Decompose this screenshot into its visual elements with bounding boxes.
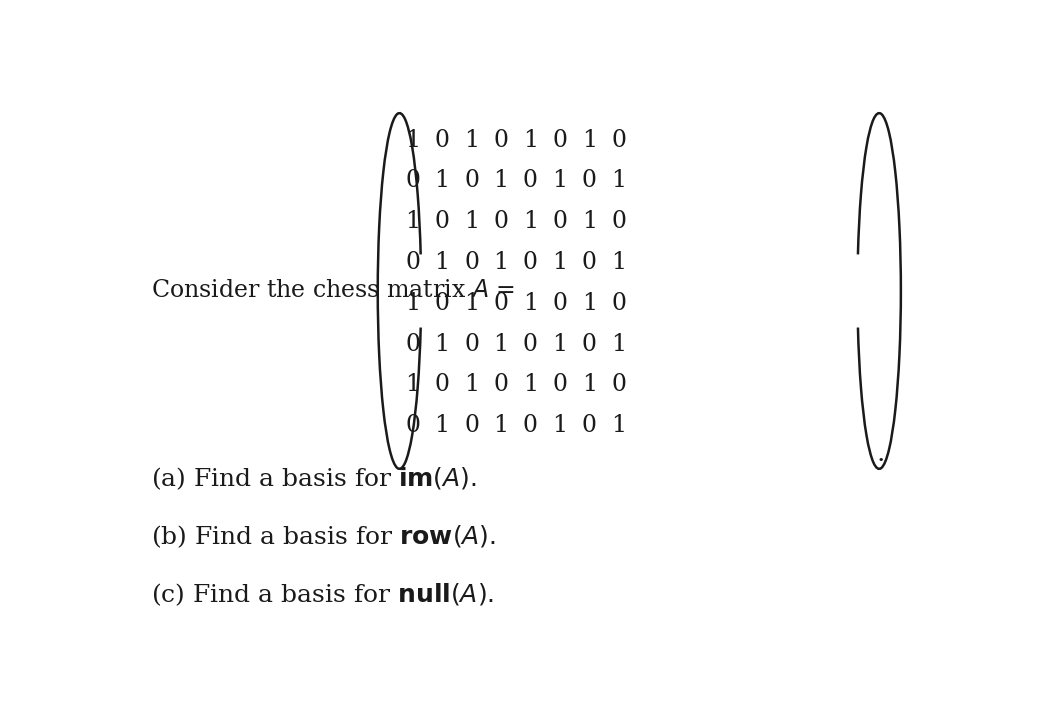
Text: 1: 1 bbox=[405, 129, 420, 151]
Text: 0: 0 bbox=[582, 414, 597, 437]
Text: 0: 0 bbox=[582, 332, 597, 355]
Text: 1: 1 bbox=[611, 169, 626, 192]
Text: 1: 1 bbox=[493, 414, 509, 437]
Text: 1: 1 bbox=[405, 292, 420, 314]
Text: 0: 0 bbox=[582, 169, 597, 192]
Text: (c) Find a basis for $\mathbf{null}$$(A).$: (c) Find a basis for $\mathbf{null}$$(A)… bbox=[152, 581, 494, 607]
Text: 0: 0 bbox=[405, 414, 420, 437]
Text: 0: 0 bbox=[493, 373, 509, 396]
Text: 0: 0 bbox=[493, 129, 509, 151]
Text: 1: 1 bbox=[405, 373, 420, 396]
Text: 1: 1 bbox=[405, 210, 420, 233]
Text: 0: 0 bbox=[552, 210, 568, 233]
Text: 1: 1 bbox=[611, 332, 626, 355]
Text: 1: 1 bbox=[581, 129, 597, 151]
Text: 0: 0 bbox=[552, 373, 568, 396]
Text: 1: 1 bbox=[523, 210, 538, 233]
Text: 0: 0 bbox=[464, 332, 479, 355]
Text: 0: 0 bbox=[523, 169, 538, 192]
Text: 0: 0 bbox=[611, 210, 626, 233]
Text: 1: 1 bbox=[552, 169, 568, 192]
Text: .: . bbox=[876, 441, 884, 466]
Text: (a) Find a basis for $\mathbf{im}$$(A).$: (a) Find a basis for $\mathbf{im}$$(A).$ bbox=[152, 465, 477, 492]
Text: 0: 0 bbox=[552, 129, 568, 151]
Text: 1: 1 bbox=[435, 332, 449, 355]
Text: 0: 0 bbox=[405, 332, 420, 355]
Text: 1: 1 bbox=[435, 414, 449, 437]
Text: 0: 0 bbox=[464, 414, 479, 437]
Text: 0: 0 bbox=[523, 251, 538, 274]
Text: 0: 0 bbox=[464, 251, 479, 274]
Text: 1: 1 bbox=[493, 169, 509, 192]
Text: 1: 1 bbox=[611, 414, 626, 437]
Text: 0: 0 bbox=[435, 292, 449, 314]
Text: 1: 1 bbox=[523, 373, 538, 396]
Text: 0: 0 bbox=[611, 373, 626, 396]
Text: 1: 1 bbox=[611, 251, 626, 274]
Text: 1: 1 bbox=[552, 251, 568, 274]
Text: 1: 1 bbox=[435, 251, 449, 274]
Text: 1: 1 bbox=[435, 169, 449, 192]
Text: 0: 0 bbox=[611, 129, 626, 151]
Text: 0: 0 bbox=[552, 292, 568, 314]
Text: (b) Find a basis for $\mathbf{row}$$(A).$: (b) Find a basis for $\mathbf{row}$$(A).… bbox=[152, 523, 496, 550]
Text: 0: 0 bbox=[493, 292, 509, 314]
Text: 0: 0 bbox=[464, 169, 479, 192]
Text: 0: 0 bbox=[523, 332, 538, 355]
Text: 1: 1 bbox=[581, 292, 597, 314]
Text: 0: 0 bbox=[405, 169, 420, 192]
Text: 1: 1 bbox=[581, 373, 597, 396]
Text: 0: 0 bbox=[611, 292, 626, 314]
Text: 1: 1 bbox=[493, 251, 509, 274]
Text: 0: 0 bbox=[435, 210, 449, 233]
Text: 1: 1 bbox=[552, 332, 568, 355]
Text: 0: 0 bbox=[523, 414, 538, 437]
Text: 1: 1 bbox=[523, 292, 538, 314]
Text: 0: 0 bbox=[435, 129, 449, 151]
Text: 1: 1 bbox=[464, 373, 480, 396]
Text: 1: 1 bbox=[493, 332, 509, 355]
Text: 1: 1 bbox=[464, 129, 480, 151]
Text: 1: 1 bbox=[464, 292, 480, 314]
Text: 1: 1 bbox=[552, 414, 568, 437]
Text: Consider the chess matrix $A$ =: Consider the chess matrix $A$ = bbox=[152, 279, 516, 302]
Text: 1: 1 bbox=[464, 210, 480, 233]
Text: 0: 0 bbox=[405, 251, 420, 274]
Text: 0: 0 bbox=[582, 251, 597, 274]
Text: 1: 1 bbox=[523, 129, 538, 151]
Text: 0: 0 bbox=[435, 373, 449, 396]
Text: 0: 0 bbox=[493, 210, 509, 233]
Text: 1: 1 bbox=[581, 210, 597, 233]
